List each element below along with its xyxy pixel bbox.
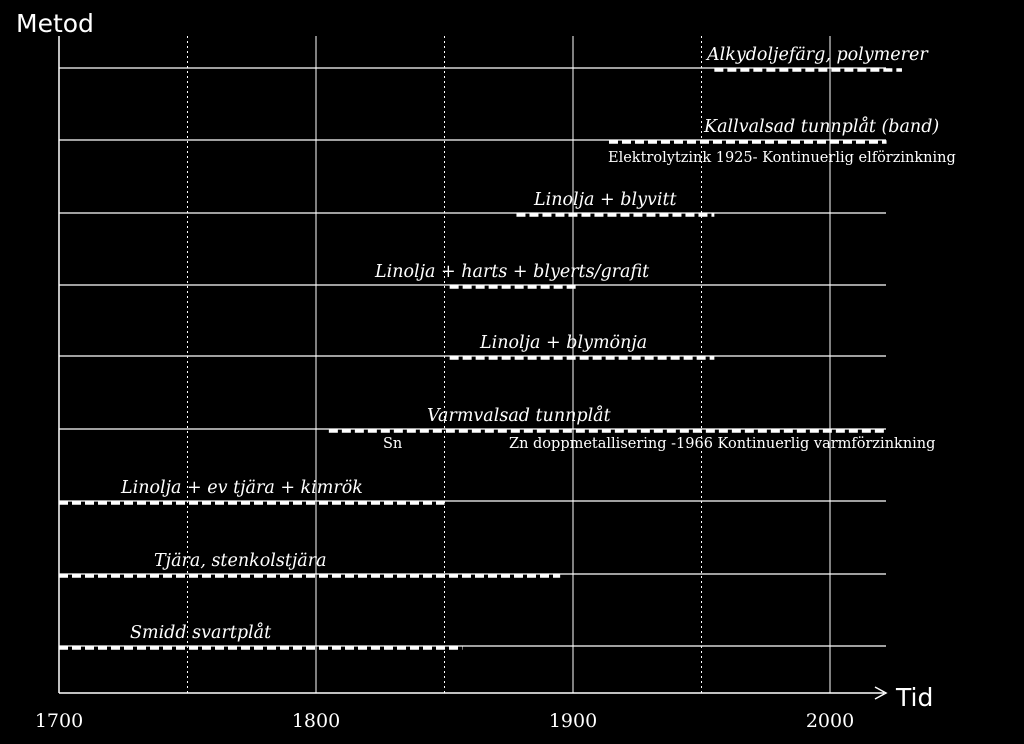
x-tick-label: 1700 — [35, 710, 83, 732]
method-label: Linolja + harts + blyerts/grafit — [374, 262, 650, 282]
method-periods — [59, 68, 902, 650]
x-tick-label: 2000 — [806, 710, 854, 732]
axes — [58, 36, 888, 700]
method-rows — [59, 67, 886, 647]
method-label: Alkydoljefärg, polymerer — [705, 45, 929, 65]
x-tick-labels: 1700 1800 1900 2000 — [35, 710, 854, 732]
x-axis-arrow-icon — [874, 686, 888, 700]
vertical-gridlines — [187, 36, 831, 693]
x-tick-label: 1800 — [292, 710, 340, 732]
x-axis-title: Tid — [895, 683, 933, 712]
method-label: Linolja + blymönja — [479, 333, 647, 353]
x-tick-label: 1900 — [549, 710, 597, 732]
method-label: Linolja + blyvitt — [533, 190, 677, 210]
method-note: Zn doppmetallisering -1966 Kontinuerlig … — [509, 436, 935, 452]
method-label: Smidd svartplåt — [130, 623, 272, 643]
method-label: Linolja + ev tjära + kimrök — [120, 478, 363, 498]
method-labels: Alkydoljefärg, polymerer Kallvalsad tunnp… — [120, 45, 956, 643]
method-note: Sn — [383, 436, 402, 452]
method-note: Elektrolytzink 1925- Kontinuerlig elförz… — [608, 150, 956, 166]
method-label: Tjära, stenkolstjära — [154, 551, 327, 571]
y-axis-title: Metod — [16, 9, 94, 38]
method-label: Varmvalsad tunnplåt — [427, 406, 612, 426]
method-label: Kallvalsad tunnplåt (band) — [703, 117, 939, 137]
